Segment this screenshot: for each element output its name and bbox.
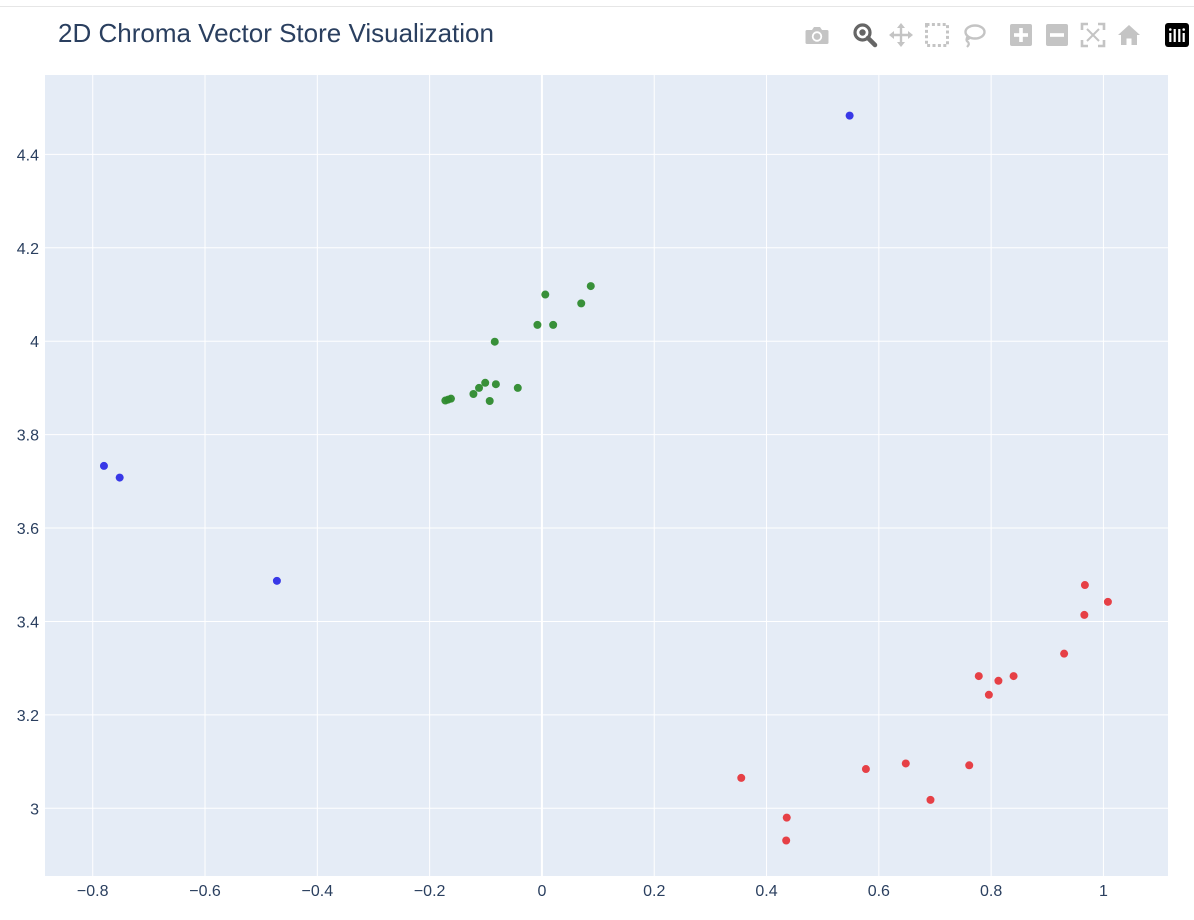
data-point-series-3[interactable] <box>782 836 791 845</box>
data-point-series-2[interactable] <box>491 380 500 389</box>
pan-icon[interactable] <box>886 20 916 50</box>
data-point-series-3[interactable] <box>737 773 746 782</box>
y-tick-label: 4.4 <box>17 147 39 164</box>
x-tick-label: −0.6 <box>189 883 221 900</box>
data-point-series-2[interactable] <box>549 320 558 329</box>
zoom-out-icon[interactable] <box>1042 20 1072 50</box>
data-point-series-2[interactable] <box>446 394 455 403</box>
camera-icon[interactable] <box>802 20 832 50</box>
reset-axes-icon[interactable] <box>1114 20 1144 50</box>
y-tick-label: 3.2 <box>17 708 39 725</box>
data-point-series-3[interactable] <box>1080 581 1089 590</box>
top-divider <box>0 6 1194 7</box>
data-point-series-3[interactable] <box>1080 610 1089 619</box>
plotly-logo-icon[interactable] <box>1162 20 1192 50</box>
x-tick-label: 0.6 <box>868 883 890 900</box>
zoom-icon[interactable] <box>850 20 880 50</box>
data-point-series-3[interactable] <box>1060 649 1069 658</box>
x-tick-label: 0.8 <box>980 883 1002 900</box>
data-point-series-3[interactable] <box>994 676 1003 685</box>
data-point-series-3[interactable] <box>965 761 974 770</box>
x-tick-label: −0.8 <box>77 883 109 900</box>
chart-title: 2D Chroma Vector Store Visualization <box>58 18 494 48</box>
lasso-select-icon[interactable] <box>958 20 988 50</box>
box-select-icon[interactable] <box>922 20 952 50</box>
x-tick-label: 0 <box>537 883 546 900</box>
y-tick-label: 3 <box>30 801 39 818</box>
data-point-series-2[interactable] <box>490 337 499 346</box>
autoscale-icon[interactable] <box>1078 20 1108 50</box>
y-tick-label: 3.8 <box>17 428 39 445</box>
modebar <box>800 20 1194 50</box>
data-point-series-1[interactable] <box>99 461 108 470</box>
data-point-series-3[interactable] <box>974 672 983 681</box>
y-tick-label: 4.2 <box>17 241 39 258</box>
y-tick-label: 4 <box>30 334 39 351</box>
data-point-series-2[interactable] <box>513 383 522 392</box>
x-tick-label: −0.4 <box>302 883 334 900</box>
data-point-series-2[interactable] <box>469 389 478 398</box>
data-point-series-1[interactable] <box>272 576 281 585</box>
data-point-series-2[interactable] <box>541 290 550 299</box>
x-tick-label: −0.2 <box>414 883 446 900</box>
data-point-series-2[interactable] <box>586 282 595 291</box>
data-point-series-2[interactable] <box>533 320 542 329</box>
zoom-in-icon[interactable] <box>1006 20 1036 50</box>
y-tick-label: 3.4 <box>17 614 39 631</box>
data-point-series-3[interactable] <box>861 765 870 774</box>
data-point-series-3[interactable] <box>782 813 791 822</box>
data-point-series-2[interactable] <box>577 299 586 308</box>
data-point-series-2[interactable] <box>475 383 484 392</box>
data-point-series-3[interactable] <box>926 795 935 804</box>
y-tick-label: 3.6 <box>17 521 39 538</box>
data-point-series-1[interactable] <box>845 111 854 120</box>
x-tick-label: 0.4 <box>755 883 777 900</box>
data-point-series-3[interactable] <box>1103 597 1112 606</box>
data-point-series-3[interactable] <box>1009 672 1018 681</box>
data-point-series-1[interactable] <box>115 473 124 482</box>
data-point-series-2[interactable] <box>481 378 490 387</box>
data-point-series-2[interactable] <box>485 397 494 406</box>
x-tick-label: 0.2 <box>643 883 665 900</box>
x-tick-label: 1 <box>1099 883 1108 900</box>
data-point-series-3[interactable] <box>901 759 910 768</box>
data-point-series-3[interactable] <box>984 690 993 699</box>
plot-area[interactable] <box>45 75 1168 876</box>
